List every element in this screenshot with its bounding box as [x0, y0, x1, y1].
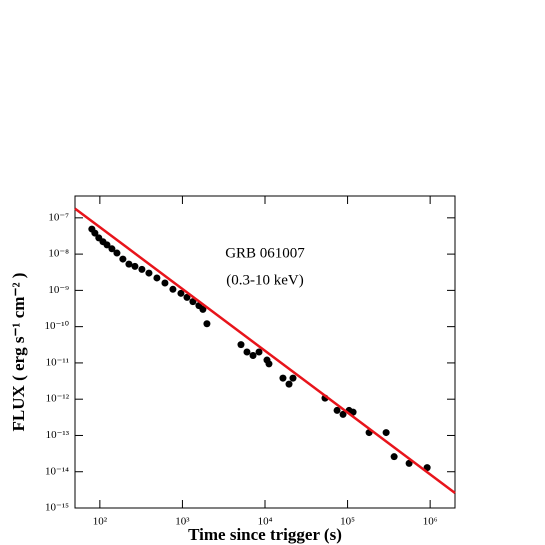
- data-point: [153, 274, 161, 282]
- y-tick-label: 10⁻¹²: [46, 393, 70, 405]
- data-point: [103, 241, 111, 249]
- data-point: [199, 305, 207, 313]
- data-point: [131, 262, 139, 270]
- y-tick-label: 10⁻¹⁵: [45, 502, 69, 514]
- annotation: (0.3-10 keV): [226, 272, 303, 288]
- data-point: [108, 245, 116, 253]
- data-point: [161, 279, 169, 287]
- y-tick-label: 10⁻¹³: [46, 429, 70, 441]
- data-point: [265, 360, 273, 368]
- data-point: [119, 255, 127, 263]
- x-tick-label: 10⁶: [423, 516, 438, 528]
- y-tick-label: 10⁻¹¹: [46, 356, 69, 368]
- data-point: [138, 265, 146, 273]
- y-tick-label: 10⁻⁹: [48, 284, 69, 296]
- x-tick-label: 10²: [93, 516, 108, 528]
- data-point: [289, 374, 297, 382]
- data-point: [390, 453, 398, 461]
- x-axis-title: Time since trigger (s): [188, 525, 342, 544]
- data-point: [405, 459, 413, 467]
- data-point: [382, 429, 390, 437]
- annotation: GRB 061007: [225, 245, 305, 261]
- data-point: [237, 341, 245, 349]
- data-point: [249, 352, 257, 360]
- data-point: [169, 285, 177, 293]
- data-point: [113, 249, 121, 257]
- y-tick-label: 10⁻¹⁰: [44, 320, 69, 332]
- data-point: [183, 293, 191, 301]
- data-point: [91, 229, 99, 237]
- data-point: [125, 260, 133, 268]
- y-tick-label: 10⁻⁸: [48, 248, 69, 260]
- y-axis-title: FLUX ( erg s⁻¹ cm⁻² ): [9, 273, 28, 432]
- data-point: [285, 380, 293, 388]
- data-point: [203, 320, 211, 328]
- data-point: [145, 269, 153, 277]
- data-point: [189, 298, 197, 306]
- data-point: [177, 289, 185, 297]
- x-tick-label: 10⁵: [340, 516, 355, 528]
- data-point: [339, 410, 347, 418]
- y-tick-label: 10⁻¹⁴: [45, 465, 69, 477]
- data-point: [255, 348, 263, 356]
- data-point: [279, 374, 287, 382]
- fit-line: [74, 207, 456, 494]
- data-point: [333, 406, 341, 414]
- y-tick-label: 10⁻⁷: [48, 211, 69, 223]
- x-tick-label: 10⁴: [258, 516, 273, 528]
- data-point: [243, 348, 251, 356]
- x-tick-label: 10³: [175, 516, 190, 528]
